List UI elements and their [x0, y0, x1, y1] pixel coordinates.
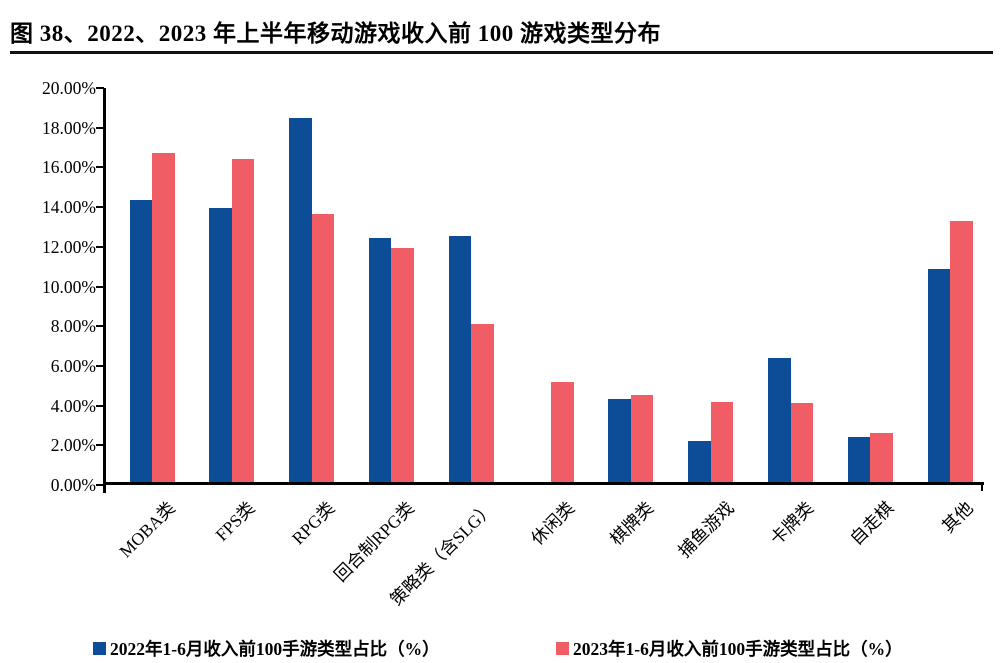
bar-2023-棋牌类 [630, 395, 654, 482]
legend-swatch-2023-icon [556, 642, 569, 655]
x-axis-label-FPS类: FPS类 [211, 497, 259, 545]
y-tick-mark [96, 484, 104, 486]
y-tick-mark [96, 166, 104, 169]
y-tick-mark [96, 245, 104, 248]
bar-2022-其他 [927, 269, 951, 482]
bar-2023-策略类（含SLG） [471, 324, 494, 482]
bar-2022-MOBA类 [129, 200, 152, 482]
y-tick-label: 10.00% [42, 276, 96, 297]
bar-2022-卡牌类 [768, 357, 791, 482]
x-axis-label-棋牌类: 棋牌类 [606, 497, 658, 549]
legend-label-2023: 2023年1-6月收入前100手游类型占比（%） [573, 639, 903, 659]
axis-end-tick [981, 485, 983, 491]
y-tick-mark [96, 126, 104, 129]
y-tick-label: 4.00% [50, 395, 96, 416]
bar-2022-RPG类 [289, 117, 312, 482]
y-tick-mark [96, 364, 104, 367]
x-axis-label-休闲类: 休闲类 [526, 497, 578, 549]
y-tick-label: 0.00% [50, 475, 96, 495]
y-tick-mark [96, 404, 104, 407]
axis-end-tick [103, 485, 106, 493]
bar-2022-棋牌类 [608, 399, 631, 482]
title-underline [10, 51, 993, 54]
legend-swatch-2022-icon [93, 642, 106, 655]
bar-2023-休闲类 [551, 381, 574, 482]
y-tick-label: 2.00% [50, 435, 96, 456]
x-axis-label-RPG类: RPG类 [287, 497, 339, 549]
y-tick-mark [96, 206, 104, 209]
y-tick-label: 20.00% [42, 78, 96, 98]
plot-area [103, 88, 984, 485]
legend-item-2022: 2022年1-6月收入前100手游类型占比（%） [93, 636, 440, 661]
bar-2023-自走棋 [870, 432, 893, 482]
bar-2023-RPG类 [311, 214, 335, 482]
bar-2022-捕鱼游戏 [688, 440, 711, 482]
x-axis-label-自走棋: 自走棋 [845, 497, 898, 549]
x-axis-label-捕鱼游戏: 捕鱼游戏 [673, 497, 738, 562]
bar-2023-其他 [950, 220, 973, 482]
y-tick-label: 18.00% [42, 117, 96, 138]
y-tick-label: 12.00% [42, 236, 96, 257]
bar-2023-卡牌类 [790, 403, 814, 482]
y-tick-mark [96, 325, 104, 328]
y-tick-label: 8.00% [50, 316, 96, 337]
bar-2022-回合制RPG类 [368, 237, 392, 482]
y-tick-mark [96, 444, 104, 447]
bar-2022-策略类（含SLG） [448, 235, 472, 482]
bar-2023-MOBA类 [152, 153, 175, 482]
bar-2022-FPS类 [209, 208, 232, 482]
x-axis-label-其他: 其他 [938, 497, 978, 537]
y-tick-label: 14.00% [42, 197, 96, 218]
bar-chart: 20.00% 18.00% 16.00% 14.00% 12.00% 10.00% 8.00… [0, 60, 1002, 663]
x-axis-label-卡牌类: 卡牌类 [766, 497, 818, 549]
y-tick-mark [96, 285, 104, 288]
y-tick-label: 6.00% [50, 355, 96, 376]
legend-label-2022: 2022年1-6月收入前100手游类型占比（%） [110, 639, 440, 659]
bar-2023-回合制RPG类 [391, 247, 414, 482]
y-tick-label: 16.00% [42, 157, 96, 178]
legend-item-2023: 2023年1-6月收入前100手游类型占比（%） [556, 636, 903, 661]
bar-2023-捕鱼游戏 [710, 402, 734, 482]
y-tick-mark [96, 87, 104, 89]
bar-2023-FPS类 [231, 158, 255, 482]
bar-2022-自走棋 [847, 436, 871, 482]
x-axis-label-MOBA类: MOBA类 [115, 497, 179, 562]
figure-title: 图 38、2022、2023 年上半年移动游戏收入前 100 游戏类型分布 [10, 21, 661, 46]
